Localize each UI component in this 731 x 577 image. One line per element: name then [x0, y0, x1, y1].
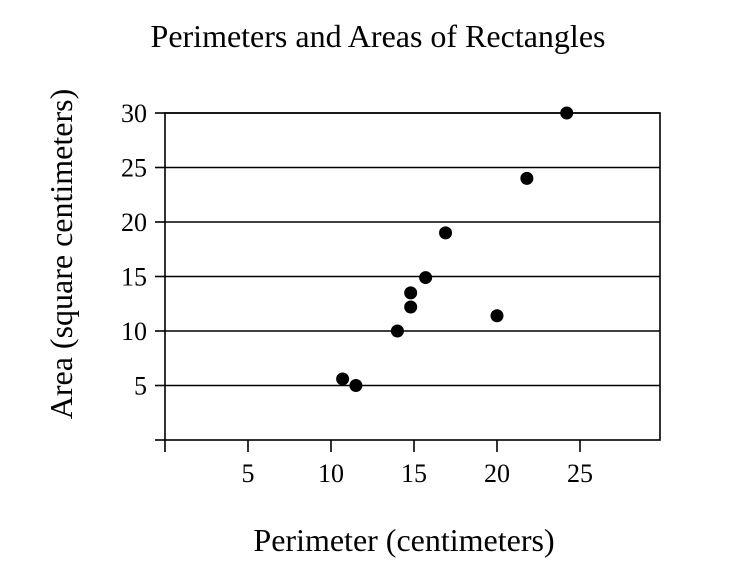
data-point [439, 226, 453, 240]
data-point [404, 286, 418, 300]
data-point [560, 106, 574, 120]
chart-title: Perimeters and Areas of Rectangles [151, 18, 606, 54]
x-axis-ticks: 5 10 15 20 25 [164, 440, 593, 488]
data-point [390, 324, 404, 338]
x-tick-label: 10 [318, 459, 344, 488]
y-tick-label: 25 [121, 154, 147, 183]
data-point [336, 372, 350, 386]
data-point [419, 271, 433, 285]
y-tick-label: 20 [121, 208, 147, 237]
x-tick-label: 20 [484, 459, 510, 488]
data-point [404, 300, 418, 314]
x-tick-label: 5 [242, 459, 255, 488]
data-point [520, 171, 534, 185]
y-tick-label: 15 [121, 263, 147, 292]
grid-lines [165, 112, 660, 387]
y-tick-label: 30 [121, 99, 147, 128]
x-tick-label: 15 [401, 459, 427, 488]
data-point [349, 379, 363, 392]
y-axis-label: Area (square centimeters) [43, 89, 79, 419]
data-point [490, 309, 504, 323]
x-tick-label: 25 [567, 459, 593, 488]
data-points [336, 106, 574, 392]
y-tick-label: 10 [121, 317, 147, 346]
x-axis-label: Perimeter (centimeters) [253, 522, 554, 558]
y-axis-ticks: 5 10 15 20 25 30 [121, 99, 165, 441]
y-tick-label: 5 [134, 372, 147, 401]
